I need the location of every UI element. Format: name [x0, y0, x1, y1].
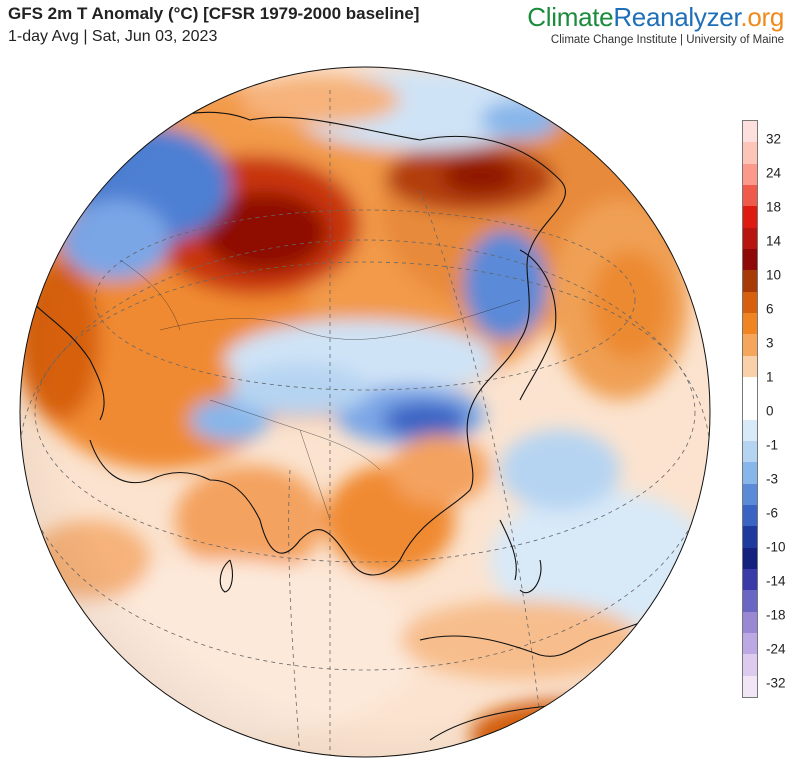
colorbar-cell	[743, 590, 757, 612]
colorbar-label: 10	[766, 267, 782, 283]
colorbar-cell	[743, 163, 757, 185]
colorbar-cell	[743, 632, 757, 655]
colorbar-cell	[743, 312, 757, 335]
colorbar-cell	[743, 483, 757, 505]
colorbar-label: -3	[766, 471, 779, 487]
colorbar-cell	[743, 206, 757, 228]
colorbar-cell	[743, 355, 757, 377]
colorbar-label: -14	[766, 573, 786, 589]
colorbar	[742, 120, 758, 698]
colorbar-cell	[743, 419, 757, 441]
colorbar-label: 32	[766, 131, 782, 147]
map-title: GFS 2m T Anomaly (°C) [CFSR 1979-2000 ba…	[8, 4, 420, 23]
brand-logo-reanalyzer: Reanalyzer	[613, 2, 741, 32]
colorbar-label: 3	[766, 335, 774, 351]
colorbar-label: 24	[766, 165, 782, 181]
colorbar-cell	[743, 334, 757, 356]
colorbar-label: -1	[766, 437, 779, 453]
colorbar-label: -18	[766, 607, 786, 623]
brand-block: ClimateReanalyzer.org Climate Change Ins…	[527, 2, 784, 46]
colorbar-cell	[743, 248, 757, 271]
colorbar-cell	[743, 227, 757, 249]
colorbar-label: 6	[766, 301, 774, 317]
colorbar-cell	[743, 526, 757, 548]
brand-logo[interactable]: ClimateReanalyzer.org	[527, 2, 784, 33]
colorbar-label: 1	[766, 369, 774, 385]
colorbar-cell	[743, 504, 757, 527]
colorbar-cell	[743, 291, 757, 313]
colorbar-cell	[743, 184, 757, 207]
colorbar-cell	[743, 121, 757, 143]
colorbar-cell	[743, 654, 757, 676]
colorbar-cell	[743, 440, 757, 463]
brand-logo-climate: Climate	[527, 2, 614, 32]
colorbar-cell	[743, 462, 757, 484]
colorbar-label: 18	[766, 199, 782, 215]
colorbar-label: 0	[766, 403, 774, 419]
map-subtitle: 1-day Avg | Sat, Jun 03, 2023	[8, 28, 218, 45]
colorbar-label: -10	[766, 539, 786, 555]
colorbar-cell	[743, 398, 757, 420]
colorbar-label: 14	[766, 233, 782, 249]
brand-tagline: Climate Change Institute | University of…	[550, 34, 784, 46]
colorbar-cell	[743, 376, 757, 399]
colorbar-label: -32	[766, 675, 786, 691]
colorbar-cell	[743, 611, 757, 633]
colorbar-cell	[743, 547, 757, 569]
colorbar-label: -24	[766, 641, 786, 657]
colorbar-cell	[743, 568, 757, 591]
colorbar-cell	[743, 142, 757, 164]
colorbar-cell	[743, 270, 757, 292]
colorbar-label: -6	[766, 505, 779, 521]
globe-outline	[19, 66, 711, 758]
colorbar-cell	[743, 675, 757, 697]
brand-logo-org: .org	[740, 2, 784, 32]
